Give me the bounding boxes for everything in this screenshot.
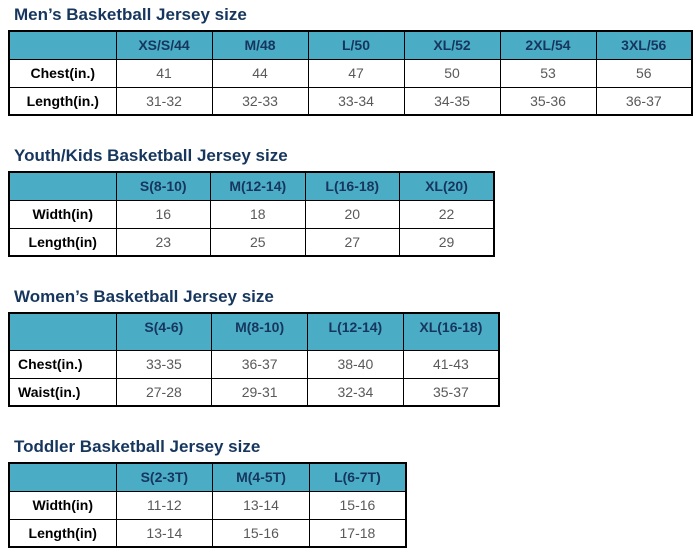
measurement-row: Chest(in.) 33-35 36-37 38-40 41-43 xyxy=(8,349,500,379)
size-column-header: 3XL/56 xyxy=(595,30,693,60)
header-row: S(4-6) M(8-10) L(12-14) XL(16-18) xyxy=(8,312,500,351)
size-value: 13-14 xyxy=(212,490,310,520)
size-value: 33-34 xyxy=(307,86,405,116)
size-value: 38-40 xyxy=(307,349,404,379)
size-column-header: XL(16-18) xyxy=(402,312,500,351)
size-value: 25 xyxy=(210,227,306,257)
size-value: 29 xyxy=(399,227,495,257)
youth-size-table: S(8-10) M(12-14) L(16-18) XL(20) Width(in) 16… xyxy=(8,171,495,257)
size-value: 23 xyxy=(115,227,211,257)
corner-cell xyxy=(8,312,117,351)
size-value: 36-37 xyxy=(595,86,693,116)
size-column-header: M(8-10) xyxy=(211,312,308,351)
size-value: 11-12 xyxy=(115,490,214,520)
header-row: XS/S/44 M/48 L/50 XL/52 2XL/54 3XL/56 xyxy=(8,30,693,60)
size-value: 32-34 xyxy=(307,377,404,407)
toddler-section-title: Toddler Basketball Jersey size xyxy=(14,437,261,456)
youth-size-section: Youth/Kids Basketball Jersey size S(8-10… xyxy=(8,145,700,257)
header-row: S(2-3T) M(4-5T) L(6-7T) xyxy=(8,462,407,492)
size-value: 32-33 xyxy=(211,86,309,116)
mens-section-title: Men’s Basketball Jersey size xyxy=(14,5,247,24)
size-value: 50 xyxy=(403,58,501,88)
measurement-row: Length(in) 13-14 15-16 17-18 xyxy=(8,518,407,548)
row-label: Chest(in.) xyxy=(8,58,117,88)
size-column-header: L(6-7T) xyxy=(308,462,407,492)
size-column-header: M(4-5T) xyxy=(212,462,310,492)
size-column-header: L(16-18) xyxy=(304,171,400,201)
row-label: Width(in) xyxy=(8,199,117,229)
size-value: 17-18 xyxy=(308,518,407,548)
size-value: 29-31 xyxy=(211,377,308,407)
size-value: 15-16 xyxy=(212,518,310,548)
toddler-size-section: Toddler Basketball Jersey size S(2-3T) M(… xyxy=(8,436,700,548)
size-value: 35-37 xyxy=(402,377,500,407)
size-column-header: 2XL/54 xyxy=(499,30,597,60)
size-column-header: S(2-3T) xyxy=(115,462,214,492)
measurement-row: Width(in) 16 18 20 22 xyxy=(8,199,495,229)
row-label: Chest(in.) xyxy=(8,349,117,379)
toddler-size-table: S(2-3T) M(4-5T) L(6-7T) Width(in) 11-12 13-14… xyxy=(8,462,407,548)
size-value: 53 xyxy=(499,58,597,88)
size-column-header: S(8-10) xyxy=(115,171,211,201)
size-value: 47 xyxy=(307,58,405,88)
corner-cell xyxy=(8,30,117,60)
size-value: 33-35 xyxy=(115,349,213,379)
row-label: Length(in) xyxy=(8,227,117,257)
row-label: Waist(in.) xyxy=(8,377,117,407)
size-value: 44 xyxy=(211,58,309,88)
size-column-header: L/50 xyxy=(307,30,405,60)
size-value: 34-35 xyxy=(403,86,501,116)
size-value: 31-32 xyxy=(115,86,213,116)
womens-size-section: Women’s Basketball Jersey size S(4-6) M(8… xyxy=(8,286,700,407)
size-column-header: XL/52 xyxy=(403,30,501,60)
measurement-row: Waist(in.) 27-28 29-31 32-34 35-37 xyxy=(8,377,500,407)
row-label: Width(in) xyxy=(8,490,117,520)
size-value: 13-14 xyxy=(115,518,214,548)
header-row: S(8-10) M(12-14) L(16-18) XL(20) xyxy=(8,171,495,201)
size-value: 41-43 xyxy=(402,349,500,379)
corner-cell xyxy=(8,462,117,492)
size-value: 18 xyxy=(210,199,306,229)
size-value: 20 xyxy=(304,199,400,229)
size-column-header: S(4-6) xyxy=(115,312,213,351)
size-column-header: XL(20) xyxy=(399,171,495,201)
womens-size-table: S(4-6) M(8-10) L(12-14) XL(16-18) Chest(in.)… xyxy=(8,312,500,407)
size-value: 41 xyxy=(115,58,213,88)
mens-size-section: Men’s Basketball Jersey size XS/S/44 M/48… xyxy=(8,4,700,116)
size-value: 36-37 xyxy=(211,349,308,379)
row-label: Length(in.) xyxy=(8,86,117,116)
measurement-row: Length(in.) 31-32 32-33 33-34 34-35 35-36 36-3… xyxy=(8,86,693,116)
size-column-header: M(12-14) xyxy=(210,171,306,201)
youth-section-title: Youth/Kids Basketball Jersey size xyxy=(14,146,288,165)
row-label: Length(in) xyxy=(8,518,117,548)
mens-size-table: XS/S/44 M/48 L/50 XL/52 2XL/54 3XL/56 Chest(in… xyxy=(8,30,693,116)
size-value: 56 xyxy=(595,58,693,88)
measurement-row: Chest(in.) 41 44 47 50 53 56 xyxy=(8,58,693,88)
size-value: 27 xyxy=(304,227,400,257)
corner-cell xyxy=(8,171,117,201)
measurement-row: Width(in) 11-12 13-14 15-16 xyxy=(8,490,407,520)
size-column-header: L(12-14) xyxy=(307,312,404,351)
size-value: 15-16 xyxy=(308,490,407,520)
size-value: 22 xyxy=(399,199,495,229)
size-value: 16 xyxy=(115,199,211,229)
size-value: 27-28 xyxy=(115,377,213,407)
size-column-header: XS/S/44 xyxy=(115,30,213,60)
womens-section-title: Women’s Basketball Jersey size xyxy=(14,287,274,306)
size-column-header: M/48 xyxy=(211,30,309,60)
measurement-row: Length(in) 23 25 27 29 xyxy=(8,227,495,257)
size-value: 35-36 xyxy=(499,86,597,116)
